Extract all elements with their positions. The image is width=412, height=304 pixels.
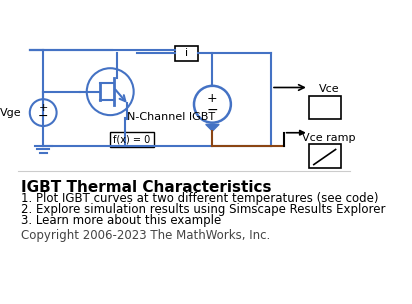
Circle shape xyxy=(194,86,231,123)
Polygon shape xyxy=(206,124,219,131)
Text: +: + xyxy=(38,103,48,113)
Circle shape xyxy=(87,68,133,115)
Text: Vce: Vce xyxy=(318,84,339,94)
Text: f(x) = 0: f(x) = 0 xyxy=(113,134,151,144)
Text: +: + xyxy=(207,92,218,105)
Text: 3. Learn more about this example: 3. Learn more about this example xyxy=(21,214,222,227)
Text: i: i xyxy=(185,48,188,58)
Text: Copyright 2006-2023 The MathWorks, Inc.: Copyright 2006-2023 The MathWorks, Inc. xyxy=(21,229,271,242)
Bar xyxy=(309,96,341,119)
Text: IGBT Thermal Characteristics: IGBT Thermal Characteristics xyxy=(21,180,272,195)
Bar xyxy=(175,46,198,61)
Text: Vce ramp: Vce ramp xyxy=(302,133,356,143)
Bar xyxy=(110,132,154,147)
Text: Vge: Vge xyxy=(0,108,21,118)
Text: 1. Plot IGBT curves at two different temperatures (see code): 1. Plot IGBT curves at two different tem… xyxy=(21,192,379,205)
Text: −: − xyxy=(206,103,218,117)
Text: N-Channel IGBT: N-Channel IGBT xyxy=(127,112,215,122)
Text: −: − xyxy=(38,110,49,123)
Text: 2. Explore simulation results using Simscape Results Explorer: 2. Explore simulation results using Sims… xyxy=(21,203,386,216)
Circle shape xyxy=(30,99,56,126)
Bar xyxy=(309,144,341,168)
